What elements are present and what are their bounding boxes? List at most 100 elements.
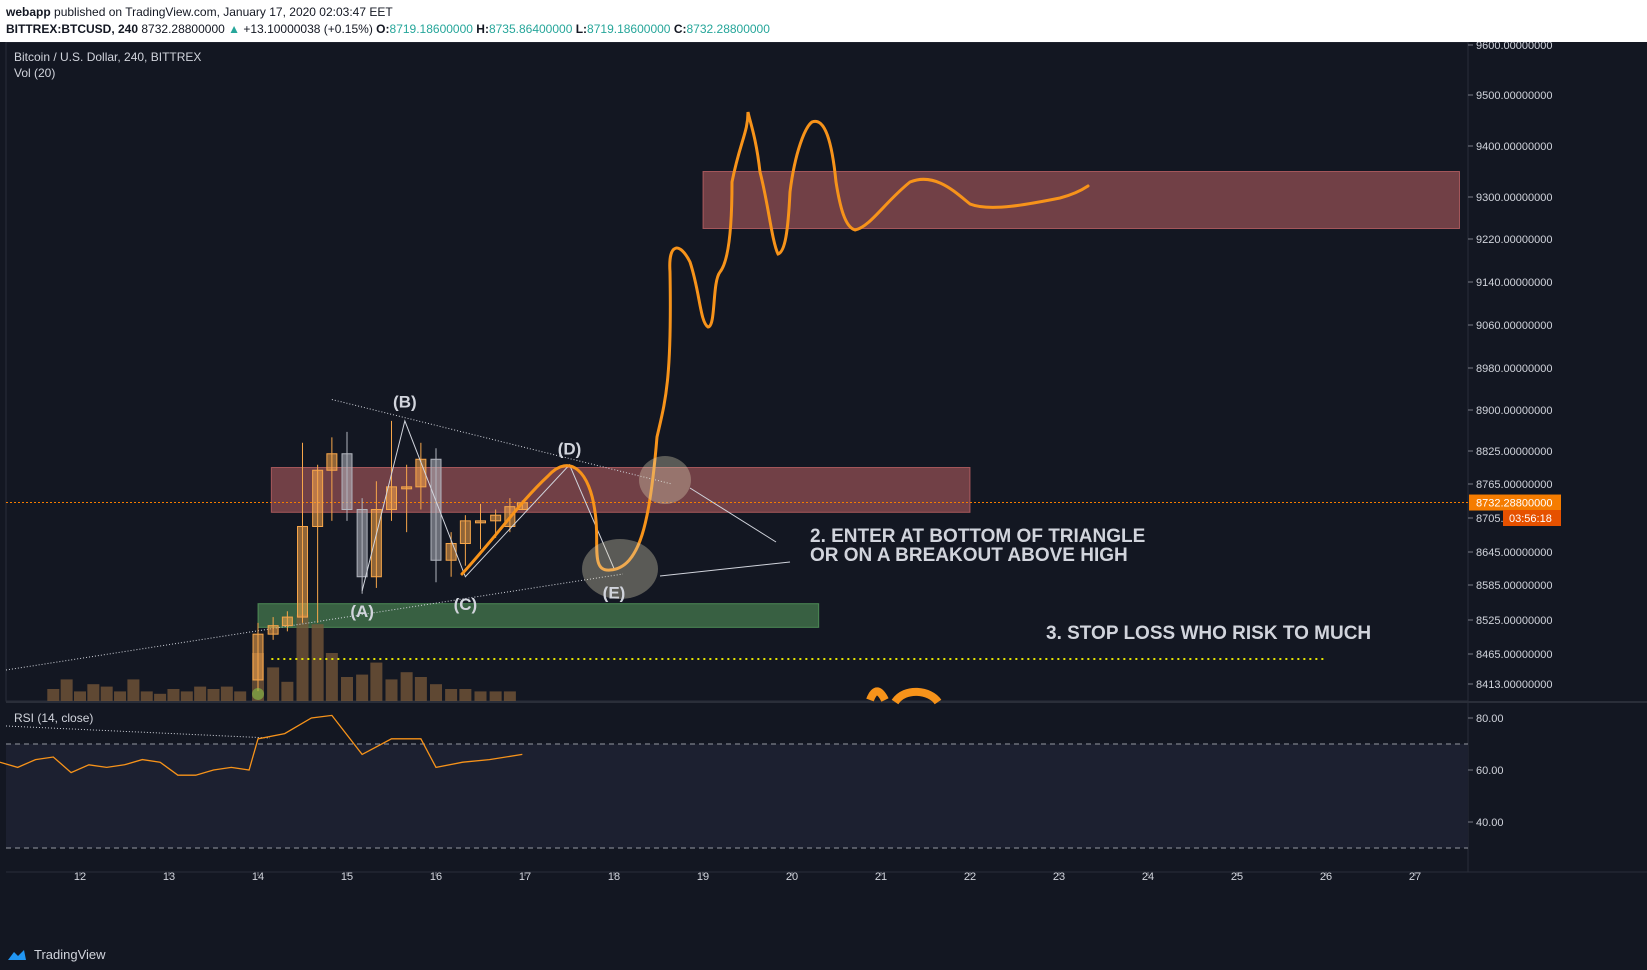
current-price-label: 8732.28800000: [1476, 498, 1552, 510]
chart-header: webapp published on TradingView.com, Jan…: [0, 0, 1647, 42]
wave-label: (D): [558, 439, 582, 458]
change-up-icon: ▲: [228, 22, 241, 36]
triangle-upper-trendline: [331, 399, 672, 485]
wave-label: (E): [603, 583, 626, 602]
volume-bar: [356, 674, 369, 701]
low-label: L:: [575, 22, 588, 36]
price-tick-label: 8465.00000000: [1476, 649, 1552, 661]
price-tick-label: 9300.00000000: [1476, 192, 1552, 204]
candle-body: [312, 469, 324, 527]
marker-x-icon: [252, 688, 264, 700]
candle-body: [281, 616, 293, 627]
wave-label: (C): [454, 595, 478, 614]
candle-body: [341, 453, 353, 510]
price-chart[interactable]: Bitcoin / U.S. Dollar, 240, BITTREX Vol (…: [0, 42, 1647, 970]
volume-bar: [220, 686, 233, 701]
time-tick-label: 18: [608, 871, 620, 883]
volume-bar: [370, 662, 383, 701]
price-tick-label: 9140.00000000: [1476, 277, 1552, 289]
rsi-trendline: [5, 725, 271, 739]
time-tick-label: 27: [1409, 871, 1421, 883]
volume-bar: [459, 689, 472, 701]
volume-bar: [325, 653, 338, 701]
volume-bar: [167, 689, 180, 701]
time-tick-label: 13: [163, 871, 175, 883]
price-tick-label: 8980.00000000: [1476, 363, 1552, 375]
price-tick-label: 8645.00000000: [1476, 547, 1552, 559]
high-value: 8735.86400000: [488, 22, 573, 36]
time-tick-label: 24: [1142, 871, 1154, 883]
breakout-marker: [639, 456, 691, 504]
last-price: 8732.28800000: [141, 22, 225, 36]
candle-body: [386, 486, 397, 511]
upper-resistance-zone: [702, 171, 1460, 229]
time-tick-label: 16: [430, 871, 442, 883]
candle-body: [356, 509, 368, 578]
price-tick-label: 9600.00000000: [1476, 42, 1552, 52]
close-value: 8732.28800000: [686, 22, 770, 36]
price-tick-label: 9220.00000000: [1476, 234, 1552, 246]
price-tick-label: 8413.00000000: [1476, 679, 1552, 691]
time-tick-label: 19: [697, 871, 709, 883]
volume-bar: [400, 672, 413, 701]
time-tick-label: 20: [786, 871, 798, 883]
wave-label: (B): [393, 392, 417, 411]
time-tick-label: 21: [875, 871, 887, 883]
volume-bar: [234, 691, 247, 701]
publish-info: webapp published on TradingView.com, Jan…: [6, 5, 393, 19]
countdown-label: 03:56:18: [1509, 513, 1552, 525]
countdown-badge: [1503, 510, 1561, 526]
price-tick-label: 8900.00000000: [1476, 405, 1552, 417]
current-price-badge: [1469, 494, 1561, 511]
triangle-lower-trendline: [5, 573, 623, 671]
time-tick-label: 22: [964, 871, 976, 883]
annotation-stop-loss: 3. STOP LOSS WHO RISK TO MUCH: [1046, 623, 1371, 644]
volume-bar: [114, 691, 127, 701]
time-tick-label: 14: [252, 871, 264, 883]
volume-bar: [180, 691, 193, 701]
volume-bar: [311, 624, 324, 701]
elliott-wave-zigzag: [361, 419, 615, 591]
candle-body: [297, 526, 308, 618]
chart-area[interactable]: Bitcoin / U.S. Dollar, 240, BITTREX Vol (…: [0, 42, 1647, 970]
volume-bar: [474, 691, 487, 701]
rsi-band: [6, 744, 1468, 848]
rsi-label: RSI (14, close): [14, 711, 93, 725]
volume-bar: [194, 686, 207, 701]
price-tick-label: 8825.00000000: [1476, 446, 1552, 458]
volume-bar: [385, 679, 398, 701]
volume-bar: [207, 689, 220, 701]
entry-marker: [582, 539, 658, 599]
candle-body: [475, 520, 486, 524]
price-tick-label: 8585.00000000: [1476, 580, 1552, 592]
rsi-line: [0, 714, 523, 776]
time-tick-label: 17: [519, 871, 531, 883]
volume-bar: [445, 689, 458, 701]
symbol-info: BITTREX:BTCUSD, 240 8732.28800000 ▲ +13.…: [6, 22, 770, 36]
candle-body: [490, 514, 502, 522]
volume-bar: [87, 684, 100, 701]
candle-body: [326, 453, 338, 471]
arrow-line: [689, 487, 777, 543]
brand-label: TradingView: [34, 947, 106, 962]
publisher-name[interactable]: webapp: [6, 5, 51, 19]
volume-bar: [100, 686, 113, 701]
open-value: 8719.18600000: [389, 22, 473, 36]
tradingview-logo[interactable]: TradingView: [6, 947, 106, 962]
volume-bar: [74, 691, 86, 701]
volume-bar: [430, 684, 442, 701]
volume-bar: [60, 679, 73, 701]
volume-bar: [47, 689, 60, 701]
arrow-line: [659, 561, 791, 577]
time-tick-label: 15: [341, 871, 353, 883]
volume-label: Vol (20): [14, 66, 55, 80]
candle-body: [459, 520, 471, 545]
volume-bar: [503, 691, 516, 701]
rsi-tick-label: 80.00: [1476, 713, 1504, 725]
time-tick-label: 25: [1231, 871, 1243, 883]
support-zone: [257, 603, 820, 628]
change-text: +13.10000038 (+0.15%): [243, 22, 373, 36]
volume-bar: [296, 614, 309, 701]
high-label: H:: [476, 22, 489, 36]
price-tick-label: 8705.: [1476, 513, 1504, 525]
